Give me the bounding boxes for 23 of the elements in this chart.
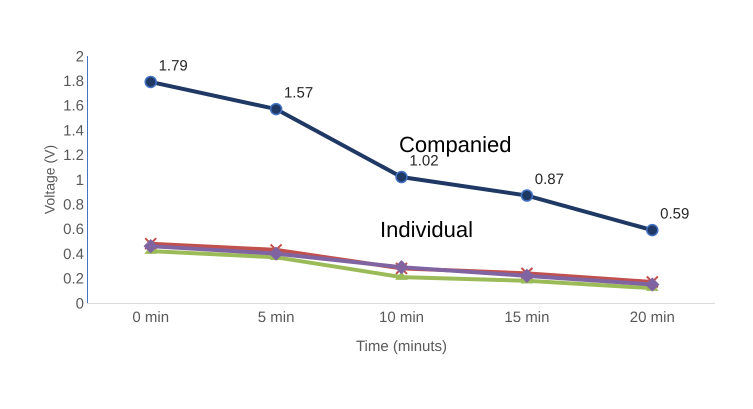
y-axis-title: Voltage (V) [42,144,58,214]
y-tick-label: 0 [76,295,84,312]
y-tick-label: 0.4 [63,246,84,263]
y-tick-label: 1.6 [63,98,84,115]
x-tick-label: 5 min [258,309,294,326]
y-tick-label: 1 [76,172,84,189]
data-label: 0.59 [660,206,690,223]
data-label: 1.79 [158,57,188,74]
y-tick-label: 1.8 [63,72,84,90]
data-label: 0.87 [534,170,564,188]
x-tick-label: 20 min [630,309,675,326]
x-axis-title: Time (minuts) [356,338,448,355]
x-tick-label: 15 min [504,309,550,326]
y-tick-label: 0.2 [63,270,84,288]
annotation: Individual [380,217,473,242]
x-tick-label: 10 min [378,309,424,326]
y-tick-label: 2 [76,48,84,66]
x-tick-label: 0 min [132,309,170,326]
y-tick-label: 0.8 [63,196,84,214]
y-tick-label: 0.6 [63,221,84,238]
y-tick-label: 1.4 [63,122,84,140]
data-label: 1.57 [284,84,314,102]
y-tick-label: 1.2 [63,147,84,164]
